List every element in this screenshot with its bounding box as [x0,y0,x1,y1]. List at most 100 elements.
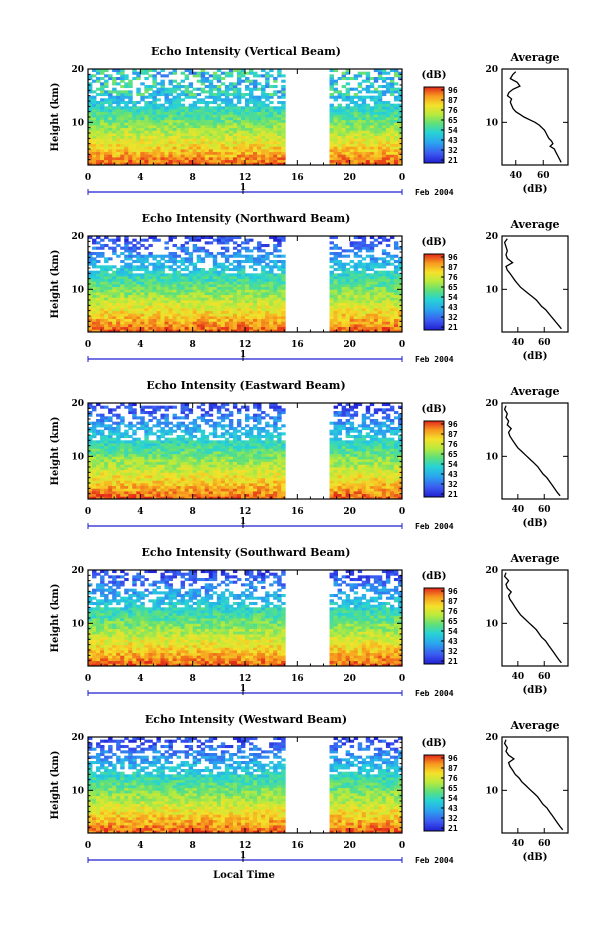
heatmap-cell [160,138,165,142]
heatmap-cell [329,286,334,290]
heatmap-cell [245,241,250,245]
heatmap-cell [108,101,113,105]
heatmap-cell [128,273,133,277]
heatmap-cell [100,453,105,457]
heatmap-cell [245,143,250,147]
heatmap-cell [232,103,238,107]
heatmap-cell [200,71,206,75]
heatmap-cell [180,324,186,328]
heatmap-cell [240,276,246,280]
heatmap-cell [265,284,270,288]
heatmap-cell [393,103,399,107]
heatmap-cell [196,260,202,264]
heatmap-cell [96,480,101,484]
heatmap-cell [144,496,149,500]
heatmap-cell [132,302,137,306]
heatmap-cell [261,135,266,139]
heatmap-cell [116,143,121,147]
heatmap-cell [216,127,222,131]
heatmap-cell [160,440,165,444]
heatmap-cell [253,276,258,280]
heatmap-cell [397,138,403,142]
heatmap-cell [208,74,214,78]
heatmap-cell [337,305,343,309]
heatmap-cell [116,459,121,463]
heatmap-cell [265,103,270,107]
heatmap-cell [100,130,105,134]
heatmap-cell [124,432,129,436]
heatmap-cell [228,286,234,290]
heatmap-cell [208,141,214,145]
heatmap-cell [176,427,181,431]
heatmap-cell [349,125,355,129]
heatmap-cell [357,159,363,163]
heatmap-cell [341,297,347,301]
heatmap-cell [172,297,177,301]
heatmap-cell [124,82,129,86]
heatmap-cell [96,130,101,134]
heatmap-cell [216,278,222,282]
heatmap-cell [261,244,266,248]
heatmap-cell [160,464,165,468]
heatmap-cell [261,125,266,129]
heatmap-cell [389,125,395,129]
heatmap-cell [172,491,177,495]
heatmap-cell [389,109,395,113]
heatmap-cell [216,294,222,298]
heatmap-cell [373,262,379,266]
heatmap-cell [144,238,149,242]
heatmap-cell [381,318,387,322]
heatmap-cell [100,82,105,86]
heatmap-cell [168,318,173,322]
heatmap-cell [393,127,399,131]
heatmap-cell [180,114,186,118]
heatmap-cell [232,130,238,134]
heatmap-cell [212,278,218,282]
heatmap-cell [100,445,105,449]
heatmap-cell [184,286,190,290]
heatmap-cell [273,143,278,147]
heatmap-cell [164,432,169,436]
heatmap-cell [136,437,141,441]
heatmap-cell [88,308,93,312]
heatmap-cell [341,305,347,309]
heatmap-cell [236,114,242,118]
heatmap-cell [172,305,177,309]
heatmap-cell [152,310,157,314]
heatmap-cell [261,95,266,99]
heatmap-cell [212,109,218,113]
heatmap-cell [381,257,387,261]
heatmap-cell [361,297,367,301]
heatmap-cell [269,119,274,123]
heatmap-cell [172,252,177,256]
heatmap-cell [108,459,113,463]
heatmap-cell [148,321,153,325]
heatmap-cell [232,151,238,155]
heatmap-cell [160,493,165,497]
heatmap-cell [108,125,113,129]
heatmap-cell [132,127,137,131]
heatmap-cell [257,318,262,322]
heatmap-cell [168,493,173,497]
heatmap-cell [333,138,338,142]
heatmap-cell [152,318,157,322]
heatmap-cell [92,138,97,142]
heatmap-cell [96,71,101,75]
heatmap-cell [92,106,97,110]
heatmap-cell [273,85,278,89]
heatmap-cell [144,141,149,145]
heatmap-cell [132,154,137,158]
heatmap-cell [196,246,202,250]
heatmap-cell [100,472,105,476]
heatmap-cell [249,101,254,105]
heatmap-cell [236,262,242,266]
heatmap-cell [104,265,109,269]
heatmap-cell [108,149,113,153]
heatmap-cell [176,477,181,481]
heatmap-cell [353,93,359,97]
heatmap-cell [385,294,391,298]
heatmap-cell [220,265,226,269]
heatmap-cell [257,292,262,296]
average-y-tick-label: 10 [485,285,498,295]
